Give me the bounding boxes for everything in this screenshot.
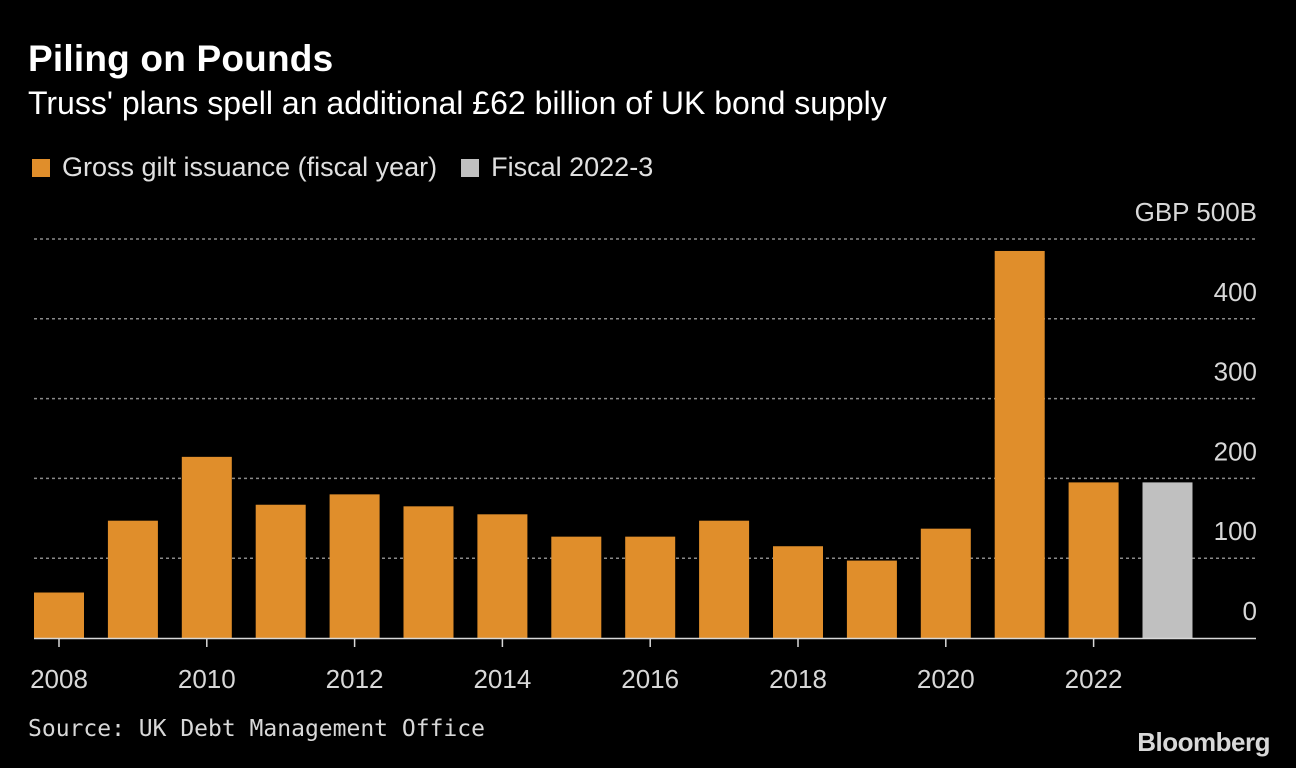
x-tick-label-2008: 2008 bbox=[30, 664, 88, 694]
bar-2012 bbox=[329, 494, 380, 638]
y-tick-label-200: 200 bbox=[1214, 436, 1257, 466]
x-tick-label-2010: 2010 bbox=[178, 664, 236, 694]
bar-2017 bbox=[699, 520, 750, 638]
y-tick-label-400: 400 bbox=[1214, 277, 1257, 307]
source-note: Source: UK Debt Management Office bbox=[28, 716, 485, 742]
bar-2021 bbox=[994, 250, 1045, 638]
bar-2018 bbox=[773, 546, 823, 638]
legend-swatch-fiscal-2022-3 bbox=[461, 158, 480, 177]
bar-2015 bbox=[551, 536, 602, 638]
y-tick-label-100: 100 bbox=[1214, 516, 1257, 546]
bar-2011 bbox=[255, 504, 306, 638]
x-tick-label-2022: 2022 bbox=[1065, 664, 1123, 694]
y-tick-label-500: GBP 500B bbox=[1135, 197, 1257, 227]
bar-2010 bbox=[181, 456, 232, 638]
bar-2019 bbox=[846, 560, 897, 638]
chart-subtitle: Truss' plans spell an additional £62 bil… bbox=[28, 85, 887, 121]
legend-label-issuance: Gross gilt issuance (fiscal year) bbox=[62, 152, 438, 182]
chart-title: Piling on Pounds bbox=[28, 38, 334, 79]
y-tick-label-0: 0 bbox=[1243, 596, 1257, 626]
bar-2008 bbox=[34, 592, 84, 638]
legend-item-fiscal-2022-3: Fiscal 2022-3 bbox=[461, 152, 653, 183]
bar-2020 bbox=[920, 528, 971, 638]
legend-swatch-issuance bbox=[32, 158, 50, 177]
x-tick-label-2020: 2020 bbox=[917, 664, 975, 694]
x-tick-label-2012: 2012 bbox=[326, 664, 384, 694]
x-tick-label-2014: 2014 bbox=[473, 664, 531, 694]
y-tick-label-300: 300 bbox=[1214, 357, 1257, 387]
x-tick-label-2016: 2016 bbox=[621, 664, 679, 694]
bar-2022 bbox=[1068, 482, 1119, 638]
bar-2016 bbox=[625, 536, 676, 638]
legend: Gross gilt issuance (fiscal year) Fiscal… bbox=[32, 152, 677, 183]
bar-2022-3 bbox=[1142, 482, 1193, 638]
x-tick-label-2018: 2018 bbox=[769, 664, 827, 694]
legend-label-fiscal-2022-3: Fiscal 2022-3 bbox=[491, 152, 654, 182]
bar-2013 bbox=[403, 506, 454, 638]
bloomberg-logo: Bloomberg bbox=[1137, 727, 1270, 757]
bar-2014 bbox=[477, 514, 528, 638]
legend-item-issuance: Gross gilt issuance (fiscal year) bbox=[32, 152, 437, 183]
bar-2009 bbox=[107, 520, 158, 638]
